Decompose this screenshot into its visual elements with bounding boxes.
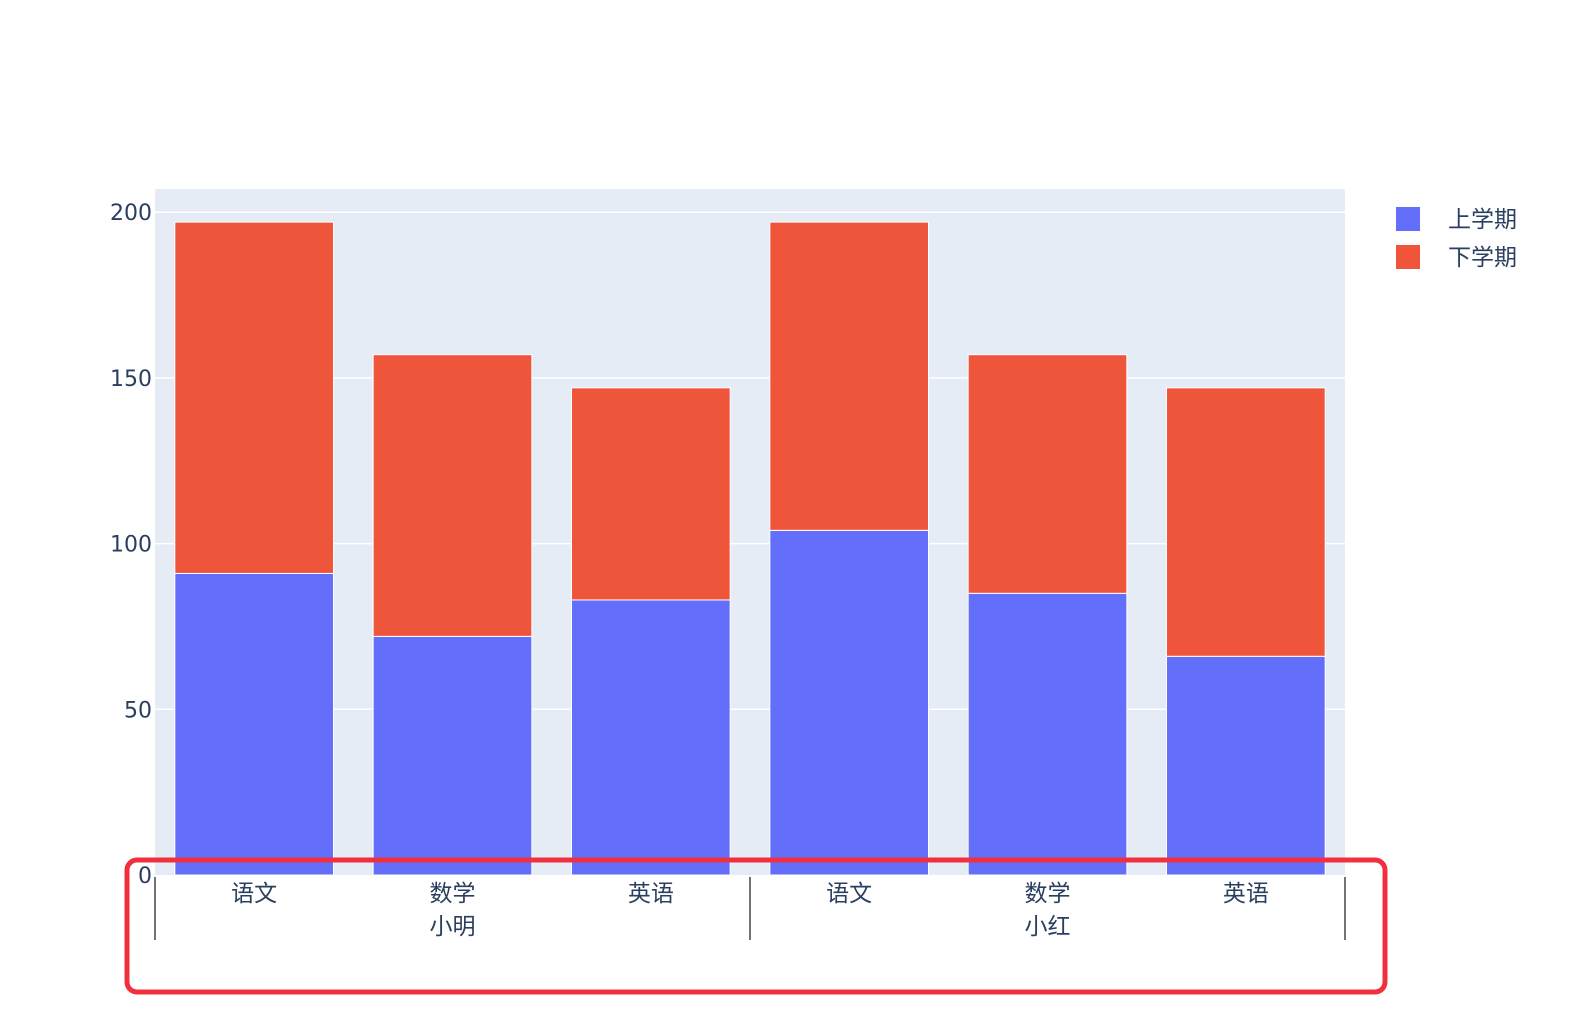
bar-series1[interactable] xyxy=(571,599,731,876)
x-tick-label: 语文 xyxy=(231,881,277,907)
y-tick-label: 150 xyxy=(110,367,152,392)
bar-series2[interactable] xyxy=(967,354,1128,594)
legend-label: 上学期 xyxy=(1448,207,1517,233)
bar-series1[interactable] xyxy=(174,572,334,876)
bar-series2[interactable] xyxy=(571,387,731,601)
bar-series1[interactable] xyxy=(1166,655,1326,876)
x-tick-label: 语文 xyxy=(826,881,872,907)
y-tick-label: 100 xyxy=(110,533,152,558)
bar-series1[interactable] xyxy=(769,529,929,876)
y-tick-label: 50 xyxy=(124,698,152,723)
bar-series2[interactable] xyxy=(372,354,533,637)
bar-series2[interactable] xyxy=(1166,387,1326,657)
x-tick-label: 英语 xyxy=(1223,881,1269,907)
x-tick-label: 数学 xyxy=(430,881,476,907)
legend-swatch xyxy=(1396,207,1420,231)
gridlines xyxy=(155,211,1345,711)
x-axis-highlight-box xyxy=(124,857,1388,995)
legend-swatch xyxy=(1396,245,1420,269)
y-tick-label: 0 xyxy=(138,864,152,889)
x-tick-label: 英语 xyxy=(628,881,674,907)
y-tick-label: 200 xyxy=(110,201,152,226)
legend-item[interactable]: 上学期 xyxy=(1396,207,1517,233)
plot-area xyxy=(155,189,1345,875)
x-group-label: 小红 xyxy=(1025,914,1071,940)
bar-series2[interactable] xyxy=(174,221,334,574)
legend-label: 下学期 xyxy=(1448,245,1517,271)
bar-series2[interactable] xyxy=(769,221,929,531)
legend-item[interactable]: 下学期 xyxy=(1396,245,1517,271)
bar-series1[interactable] xyxy=(967,592,1128,876)
y-axis: 0 50 100 150 200 xyxy=(110,201,152,889)
bars xyxy=(174,221,1326,876)
x-tick-label: 数学 xyxy=(1025,881,1071,907)
bar-series1[interactable] xyxy=(372,635,533,876)
x-group-label: 小明 xyxy=(430,914,476,940)
